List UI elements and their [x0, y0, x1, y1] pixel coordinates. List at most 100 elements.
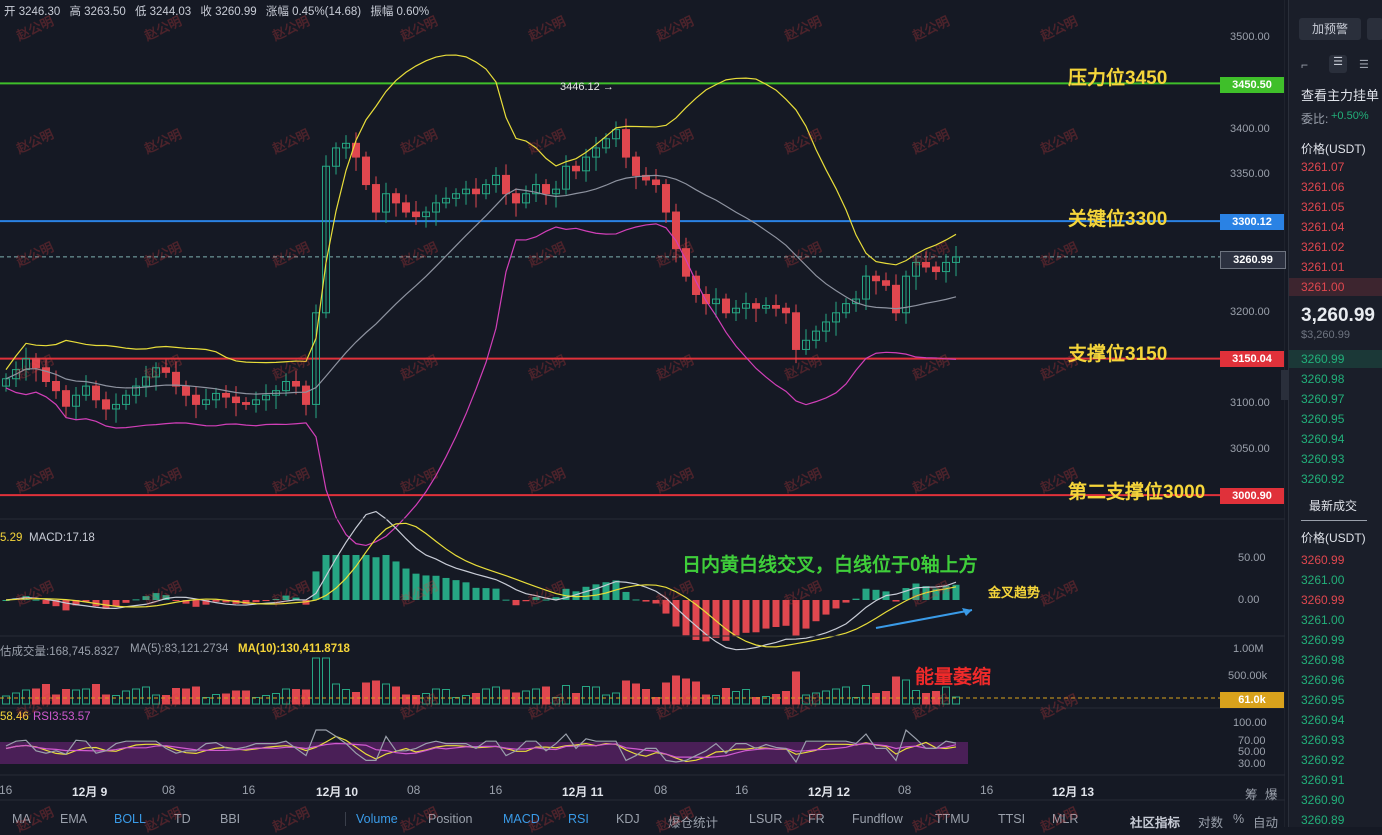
indicator-tab-volume[interactable]: Volume [356, 812, 398, 826]
indicator-tab-kdj[interactable]: KDJ [616, 812, 640, 826]
auto-scale-button[interactable]: 自动 [1253, 816, 1279, 830]
ask-row[interactable]: 3261.06 [1301, 180, 1345, 194]
candle-body [732, 307, 740, 314]
trade-row[interactable]: 3260.91 [1301, 773, 1345, 787]
chart-area[interactable]: 开 3246.30 高 3263.50 低 3244.03 收 3260.99 … [0, 0, 1286, 834]
candle-body [822, 321, 830, 332]
bid-row[interactable]: 3260.94 [1301, 432, 1345, 446]
panel-collapse-handle[interactable] [1281, 370, 1289, 400]
indicator-tab-td[interactable]: TD [174, 812, 191, 826]
macd-bar [112, 600, 120, 607]
trade-row[interactable]: 3260.95 [1301, 693, 1345, 707]
price-axis-tick: 3350.00 [1230, 168, 1270, 181]
time-axis-tick: 08 [654, 783, 668, 797]
price-axis-tick: 3050.00 [1230, 443, 1270, 456]
ask-row[interactable]: 3261.01 [1301, 260, 1345, 274]
liquidation-button[interactable]: 爆 [1265, 788, 1278, 802]
orderbook-asks-icon[interactable]: ☰ [1359, 59, 1369, 71]
bid-row[interactable]: 3260.95 [1301, 412, 1345, 426]
orderbook-layout-icon[interactable]: ☰ [1329, 55, 1347, 73]
ask-row[interactable]: 3261.07 [1301, 160, 1345, 174]
candle-body [362, 156, 370, 186]
trade-row[interactable]: 3260.89 [1301, 813, 1345, 827]
indicator-tab-ttsi[interactable]: TTSI [998, 812, 1026, 826]
candle-body [112, 403, 120, 410]
candle-body [422, 211, 430, 218]
ask-row[interactable]: 3261.00 [1301, 280, 1345, 294]
macd-bar [832, 600, 840, 609]
ask-depth-bar [1289, 278, 1382, 296]
candle-body [192, 394, 200, 405]
candle-body [182, 385, 190, 396]
macd-bar [332, 555, 340, 600]
ask-row[interactable]: 3261.02 [1301, 240, 1345, 254]
trade-row[interactable]: 3260.94 [1301, 713, 1345, 727]
community-indicator-button[interactable]: 社区指标 [1130, 816, 1181, 830]
volume-bar [52, 694, 60, 705]
time-axis-tick: 16 [980, 783, 994, 797]
indicator-tab-ma[interactable]: MA [12, 812, 31, 826]
chart-canvas[interactable] [0, 0, 1285, 827]
indicator-tab-rsi[interactable]: RSI [568, 812, 589, 826]
indicator-tab-fr[interactable]: FR [808, 812, 825, 826]
ask-row[interactable]: 3261.04 [1301, 220, 1345, 234]
trade-row[interactable]: 3260.98 [1301, 653, 1345, 667]
macd-bar [62, 600, 70, 611]
view-main-orders-link[interactable]: 查看主力挂单 [1301, 88, 1380, 103]
candle-body [872, 275, 880, 282]
candle-body [942, 261, 950, 273]
bid-row[interactable]: 3260.93 [1301, 452, 1345, 466]
bid-row[interactable]: 3260.99 [1301, 352, 1345, 366]
indicator-tab-fundflow[interactable]: Fundflow [852, 812, 903, 826]
macd-bar [312, 571, 320, 600]
macd-bar [392, 561, 400, 600]
trade-row[interactable]: 3260.99 [1301, 553, 1345, 567]
trade-row[interactable]: 3260.90 [1301, 793, 1345, 807]
log-scale-button[interactable]: 对数 [1198, 816, 1224, 830]
indicator-tab-ema[interactable]: EMA [60, 812, 88, 826]
volume-bar [372, 680, 380, 705]
more-button[interactable] [1367, 18, 1382, 40]
add-alert-button[interactable]: 加预警 [1299, 18, 1361, 40]
chips-button[interactable]: 筹 [1245, 788, 1258, 802]
macd-bar [252, 600, 260, 603]
volume-bar [632, 683, 640, 705]
trade-row[interactable]: 3260.92 [1301, 753, 1345, 767]
volume-current-tag: 61.0k [1220, 692, 1284, 708]
macd-bar [372, 557, 380, 600]
volume-bar [622, 680, 630, 705]
candle-body [142, 376, 150, 387]
trade-row[interactable]: 3260.96 [1301, 673, 1345, 687]
bid-row[interactable]: 3260.98 [1301, 372, 1345, 386]
indicator-tab-lsur[interactable]: LSUR [749, 812, 783, 826]
candle-body [912, 261, 920, 277]
latest-trades-tab[interactable]: 最新成交 [1309, 499, 1358, 513]
volume-bar [402, 694, 410, 705]
indicator-tab-boll[interactable]: BOLL [114, 812, 146, 826]
indicator-tab-ttmu[interactable]: TTMU [935, 812, 970, 826]
trade-row[interactable]: 3261.00 [1301, 573, 1345, 587]
macd-bar [382, 555, 390, 600]
volume-tick-500k: 500.00k [1228, 670, 1268, 682]
volume-bar [562, 685, 570, 705]
volume-bar [682, 678, 690, 705]
trend-arrow [875, 609, 973, 629]
price-tag-3450: 3450.50 [1220, 77, 1284, 93]
candle-body [172, 371, 180, 387]
trade-row[interactable]: 3260.99 [1301, 633, 1345, 647]
ask-row[interactable]: 3261.05 [1301, 200, 1345, 214]
bid-row[interactable]: 3260.97 [1301, 392, 1345, 406]
percent-scale-button[interactable]: % [1233, 812, 1245, 826]
volume-bar [322, 657, 330, 705]
trade-row[interactable]: 3260.99 [1301, 593, 1345, 607]
volume-bar [472, 693, 480, 705]
trade-row[interactable]: 3260.93 [1301, 733, 1345, 747]
orderbook-mode-icon[interactable]: ⌐ [1301, 58, 1309, 72]
bid-row[interactable]: 3260.92 [1301, 472, 1345, 486]
macd-bar [192, 600, 200, 607]
indicator-tab-bbi[interactable]: BBI [220, 812, 241, 826]
trade-row[interactable]: 3261.00 [1301, 613, 1345, 627]
indicator-tab-macd[interactable]: MACD [503, 812, 540, 826]
indicator-tab-position[interactable]: Position [428, 812, 473, 826]
indicator-tab-mlr[interactable]: MLR [1052, 812, 1079, 826]
